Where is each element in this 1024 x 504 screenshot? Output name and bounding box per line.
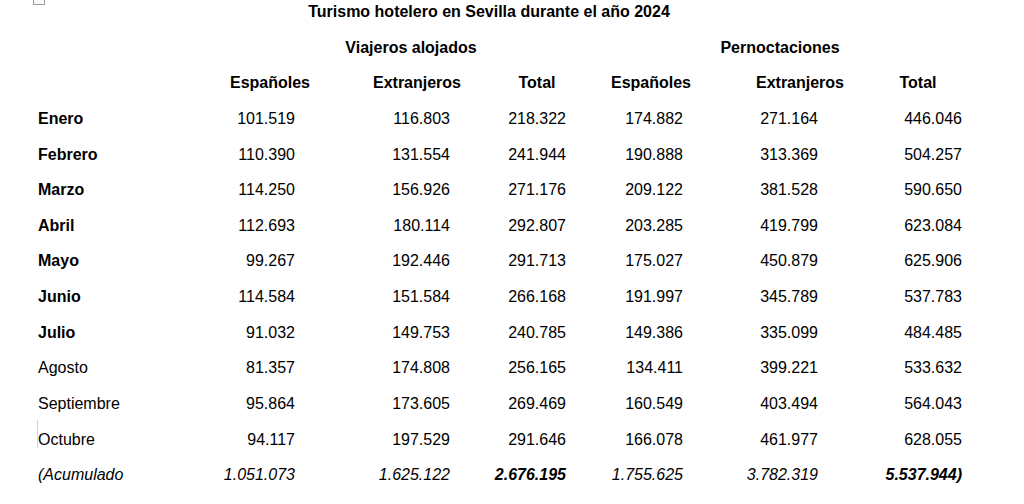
cell-value: 345.789 — [760, 288, 818, 306]
cell-value: 218.322 — [508, 110, 566, 128]
cell-value: 335.099 — [760, 324, 818, 342]
cell-value: 269.469 — [508, 395, 566, 413]
cell-value: 197.529 — [392, 430, 450, 448]
cell-value: 266.168 — [508, 288, 566, 306]
cell-value: 180.114 — [393, 217, 450, 235]
cell-value: 166.078 — [625, 430, 683, 448]
cell-value: 623.084 — [904, 217, 962, 235]
cell-value: 1.755.625 — [612, 466, 683, 484]
row-label: Agosto — [38, 359, 88, 377]
column-header-total-viajeros: Total — [518, 74, 555, 92]
cell-value: 403.494 — [760, 395, 818, 413]
cell-value: 116.803 — [393, 110, 450, 128]
cell-value: 450.879 — [760, 252, 818, 270]
group-header-pernoctaciones: Pernoctaciones — [720, 38, 839, 56]
cell-value: 149.386 — [625, 324, 683, 342]
group-header-viajeros: Viajeros alojados — [345, 38, 476, 56]
cell-value: 291.713 — [508, 252, 566, 270]
row-label: Septiembre — [38, 395, 120, 413]
cell-value: 313.369 — [760, 145, 818, 163]
row-label: Marzo — [38, 181, 84, 199]
cell-value: 537.783 — [904, 288, 962, 306]
cell-value: 149.753 — [392, 324, 450, 342]
document-page: Turismo hotelero en Sevilla durante el a… — [0, 0, 1024, 504]
cell-value: 209.122 — [625, 181, 683, 199]
row-label: Abril — [38, 217, 74, 235]
row-label: Enero — [38, 110, 83, 128]
cell-value: 174.882 — [625, 110, 683, 128]
cell-value: 114.250 — [238, 181, 295, 199]
cell-value: 419.799 — [760, 217, 818, 235]
cell-value: 1.625.122 — [379, 466, 450, 484]
row-label: Octubre — [38, 430, 95, 448]
cell-value: 625.906 — [904, 252, 962, 270]
cell-value: 241.944 — [508, 145, 566, 163]
cell-value: 3.782.319 — [747, 466, 818, 484]
cell-value: 94.117 — [247, 430, 295, 448]
document-title: Turismo hotelero en Sevilla durante el a… — [308, 3, 670, 21]
cell-value: 461.977 — [760, 430, 818, 448]
cell-value: 2.676.195 — [495, 466, 566, 484]
cell-value: 203.285 — [625, 217, 683, 235]
cell-value: 292.807 — [508, 217, 566, 235]
table-handle-fragment — [33, 0, 45, 5]
column-header-extranjeros-pernoctaciones: Extranjeros — [756, 74, 844, 92]
column-header-espanoles-pernoctaciones: Españoles — [611, 74, 691, 92]
cell-value: 156.926 — [392, 181, 450, 199]
cell-value: 504.257 — [904, 145, 962, 163]
cell-value: 5.537.944) — [885, 466, 962, 484]
row-label: Mayo — [38, 252, 79, 270]
cell-value: 91.032 — [246, 324, 295, 342]
cell-value: 271.176 — [508, 181, 566, 199]
cell-value: 399.221 — [760, 359, 818, 377]
column-header-total-pernoctaciones: Total — [899, 74, 936, 92]
cell-value: 99.267 — [246, 252, 295, 270]
cell-value: 291.646 — [508, 430, 566, 448]
row-label: Julio — [38, 324, 75, 342]
cell-value: 192.446 — [392, 252, 450, 270]
cell-value: 134.411 — [626, 359, 683, 377]
cell-value: 175.027 — [625, 252, 683, 270]
cell-value: 174.808 — [392, 359, 450, 377]
cell-value: 1.051.073 — [224, 466, 295, 484]
cell-value: 114.584 — [238, 288, 295, 306]
cell-value: 256.165 — [508, 359, 566, 377]
cell-value: 191.997 — [625, 288, 683, 306]
cell-value: 173.605 — [392, 395, 450, 413]
row-label: Febrero — [38, 145, 98, 163]
cell-value: 112.693 — [238, 217, 295, 235]
cell-value: 160.549 — [625, 395, 683, 413]
cell-value: 151.584 — [392, 288, 450, 306]
cell-value: 590.650 — [904, 181, 962, 199]
column-header-espanoles-viajeros: Españoles — [230, 74, 310, 92]
cell-value: 564.043 — [904, 395, 962, 413]
cell-value: 628.055 — [904, 430, 962, 448]
row-label: (Acumulado — [38, 466, 123, 484]
cell-value: 533.632 — [904, 359, 962, 377]
cell-value: 446.046 — [904, 110, 962, 128]
cell-value: 131.554 — [392, 145, 450, 163]
cell-value: 271.164 — [760, 110, 818, 128]
cell-value: 190.888 — [625, 145, 683, 163]
cell-value: 484.485 — [904, 324, 962, 342]
column-header-extranjeros-viajeros: Extranjeros — [373, 74, 461, 92]
cell-value: 240.785 — [508, 324, 566, 342]
cell-value: 101.519 — [237, 110, 295, 128]
cell-value: 95.864 — [246, 395, 295, 413]
row-label: Junio — [38, 288, 81, 306]
cell-value: 110.390 — [238, 145, 295, 163]
cell-value: 81.357 — [246, 359, 295, 377]
cell-value: 381.528 — [760, 181, 818, 199]
